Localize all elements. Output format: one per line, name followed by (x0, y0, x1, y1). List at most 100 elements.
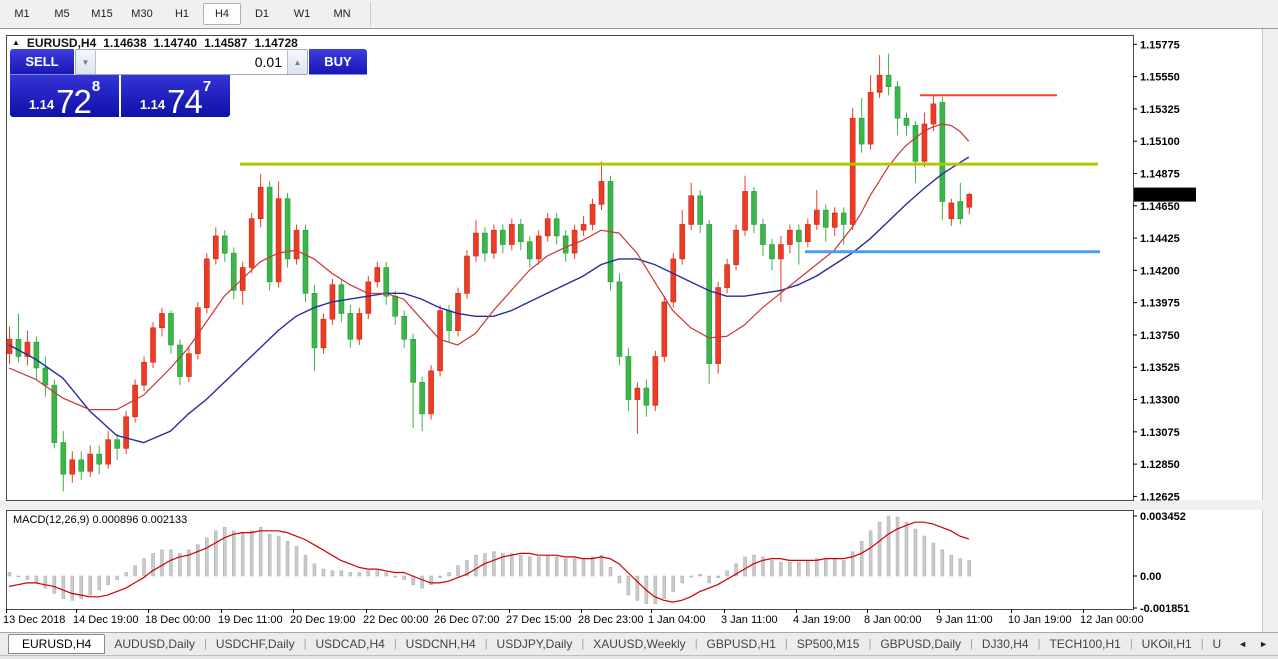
sell-price-big-figure: 1.14 (28, 97, 55, 112)
svg-text:1.13300: 1.13300 (1140, 395, 1180, 407)
tab-separator: | (1200, 638, 1204, 650)
tab-separator: | (868, 638, 872, 650)
tab-separator: | (784, 638, 788, 650)
svg-text:1.14875: 1.14875 (1140, 168, 1180, 180)
chart-tab-xauusd-weekly[interactable]: XAUUSD,Weekly (593, 637, 686, 651)
svg-text:-0.001851: -0.001851 (1140, 603, 1190, 615)
svg-text:1.12625: 1.12625 (1140, 491, 1180, 503)
svg-text:1.14200: 1.14200 (1140, 265, 1180, 277)
panel-borders (6, 35, 1134, 610)
svg-text:1.15550: 1.15550 (1140, 72, 1180, 84)
svg-text:1.15775: 1.15775 (1140, 39, 1180, 51)
buy-price-button[interactable]: 1.14 74 7 (121, 75, 230, 120)
buy-button[interactable]: BUY (309, 49, 367, 75)
svg-text:1.13075: 1.13075 (1140, 427, 1180, 439)
chart-window: MACD(12,26,9) 0.000896 0.002133 1.15775 1.… (0, 28, 1278, 659)
svg-text:13 Dec 2018: 13 Dec 2018 (3, 614, 65, 626)
svg-text:9 Jan 11:00: 9 Jan 11:00 (936, 614, 993, 626)
timeframe-button-d1[interactable]: D1 (254, 8, 270, 20)
ohlc-open: 1.14638 (103, 36, 147, 50)
moving-average-slow-blue (8, 156, 970, 444)
volume-increase-button[interactable]: ▲ (287, 50, 307, 74)
volume-input[interactable] (96, 50, 287, 74)
tab-separator: | (970, 638, 973, 650)
svg-text:0.003452: 0.003452 (1140, 511, 1186, 523)
svg-text:27 Dec 15:00: 27 Dec 15:00 (506, 614, 571, 626)
sell-button[interactable]: SELL (10, 49, 74, 75)
timeframe-button-m15[interactable]: M15 (91, 8, 113, 20)
svg-text:MACD(12,26,9) 0.000896 0.00213: MACD(12,26,9) 0.000896 0.002133 (13, 514, 187, 526)
chart-tab-gbpusd-daily[interactable]: GBPUSD,Daily (880, 637, 962, 651)
svg-text:3 Jan 11:00: 3 Jan 11:00 (721, 614, 778, 626)
tab-separator: | (303, 638, 307, 650)
timeframe-button-h1[interactable]: H1 (174, 8, 190, 20)
svg-text:1.15325: 1.15325 (1140, 104, 1180, 116)
status-strip (0, 655, 1278, 659)
timeframe-toolbar: M1 M5 M15 M30 H1 H4 D1 W1 MN (0, 0, 1278, 28)
tab-separator: | (694, 638, 698, 650)
svg-text:14 Dec 19:00: 14 Dec 19:00 (73, 614, 138, 626)
tab-scroll-right-icon[interactable]: ► (1259, 639, 1268, 649)
svg-text:1.13975: 1.13975 (1140, 298, 1180, 310)
price-chart-canvas[interactable]: MACD(12,26,9) 0.000896 0.002133 1.15775 1.… (0, 29, 1278, 633)
svg-text:22 Dec 00:00: 22 Dec 00:00 (363, 614, 428, 626)
svg-text:18 Dec 00:00: 18 Dec 00:00 (145, 614, 210, 626)
toolbar-separator (370, 2, 371, 26)
timeframe-button-m1[interactable]: M1 (14, 8, 30, 20)
chart-tab-ukoil-h1[interactable]: UKOil,H1 (1141, 637, 1192, 651)
timeframe-button-mn[interactable]: MN (333, 8, 351, 20)
svg-text:19 Dec 11:00: 19 Dec 11:00 (218, 614, 283, 626)
chart-tab-sp500-m15[interactable]: SP500,M15 (796, 637, 860, 651)
tab-separator: | (1037, 638, 1041, 650)
chart-tab-usdjpy-daily[interactable]: USDJPY,Daily (496, 637, 573, 651)
timeframe-button-h4[interactable]: H4 (203, 3, 241, 25)
sell-price-pips: 72 (56, 82, 92, 120)
sell-price-button[interactable]: 1.14 72 8 (10, 75, 119, 120)
chart-tab-usdcad-h4[interactable]: USDCAD,H4 (315, 637, 385, 651)
svg-text:1.14650: 1.14650 (1140, 201, 1180, 213)
timeframe-button-w1[interactable]: W1 (293, 8, 311, 20)
timeframe-button-m30[interactable]: M30 (131, 8, 153, 20)
ohlc-close: 1.14728 (254, 36, 298, 50)
tab-separator: | (393, 638, 397, 650)
chart-tab-usdcnh-h4[interactable]: USDCNH,H4 (405, 637, 476, 651)
chart-symbol-label: EURUSD,H4 (26, 36, 97, 50)
svg-text:10 Jan 19:00: 10 Jan 19:00 (1008, 614, 1072, 626)
svg-text:1 Jan 04:00: 1 Jan 04:00 (648, 614, 706, 626)
chart-tab-gbpusd-h1[interactable]: GBPUSD,H1 (706, 637, 776, 651)
chart-tab-tech100-h1[interactable]: TECH100,H1 (1049, 637, 1121, 651)
current-price-tag: 1.14728 (1134, 187, 1196, 202)
macd-indicator-label: MACD(12,26,9) 0.000896 0.002133 (13, 514, 187, 526)
svg-text:12 Jan 00:00: 12 Jan 00:00 (1080, 614, 1144, 626)
buy-price-pips: 74 (167, 82, 203, 120)
price-axis[interactable]: 1.15775 1.15550 1.15325 1.15100 1.14875 1.146… (1133, 39, 1180, 503)
svg-text:1.14728: 1.14728 (1140, 190, 1180, 202)
tab-scroll-controls: ◄ ► (1238, 639, 1278, 649)
volume-stepper: ▼ ▲ (75, 49, 308, 75)
chart-tab-audusd-daily[interactable]: AUDUSD,Daily (114, 637, 196, 651)
chart-title: ▲ EURUSD,H4 1.14638 1.14740 1.14587 1.14… (12, 36, 298, 50)
svg-text:20 Dec 19:00: 20 Dec 19:00 (290, 614, 355, 626)
macd-axis[interactable]: 0.003452 0.00 -0.001851 (1133, 511, 1190, 615)
time-axis[interactable]: 13 Dec 2018 14 Dec 19:00 18 Dec 00:00 19 De… (3, 609, 1144, 626)
chart-tab-eurusd-h4[interactable]: EURUSD,H4 (8, 634, 106, 654)
chart-tab-dj30-h4[interactable]: DJ30,H4 (981, 637, 1029, 651)
ohlc-high: 1.14740 (153, 36, 198, 50)
svg-text:8 Jan 00:00: 8 Jan 00:00 (864, 614, 922, 626)
chart-tab-bar: EURUSD,H4 AUDUSD,Daily | USDCHF,Daily | USDCA… (0, 632, 1278, 655)
tab-scroll-left-icon[interactable]: ◄ (1238, 639, 1248, 649)
svg-text:4 Jan 19:00: 4 Jan 19:00 (793, 614, 851, 626)
chart-tab-usdchf-daily[interactable]: USDCHF,Daily (215, 637, 295, 651)
tab-separator: | (581, 638, 585, 650)
collapse-triangle-icon[interactable]: ▲ (12, 37, 20, 47)
timeframe-button-m5[interactable]: M5 (54, 8, 70, 20)
svg-text:1.12850: 1.12850 (1140, 459, 1180, 471)
one-click-trading-panel: SELL ▼ ▲ BUY 1.14 72 8 1.14 74 7 (10, 49, 367, 120)
candlesticks (6, 53, 973, 492)
tab-separator: | (484, 638, 488, 650)
sell-price-pipette: 8 (91, 78, 101, 95)
volume-decrease-button[interactable]: ▼ (76, 50, 96, 74)
chart-tab-u[interactable]: U (1212, 637, 1222, 651)
svg-text:1.14425: 1.14425 (1140, 233, 1180, 245)
